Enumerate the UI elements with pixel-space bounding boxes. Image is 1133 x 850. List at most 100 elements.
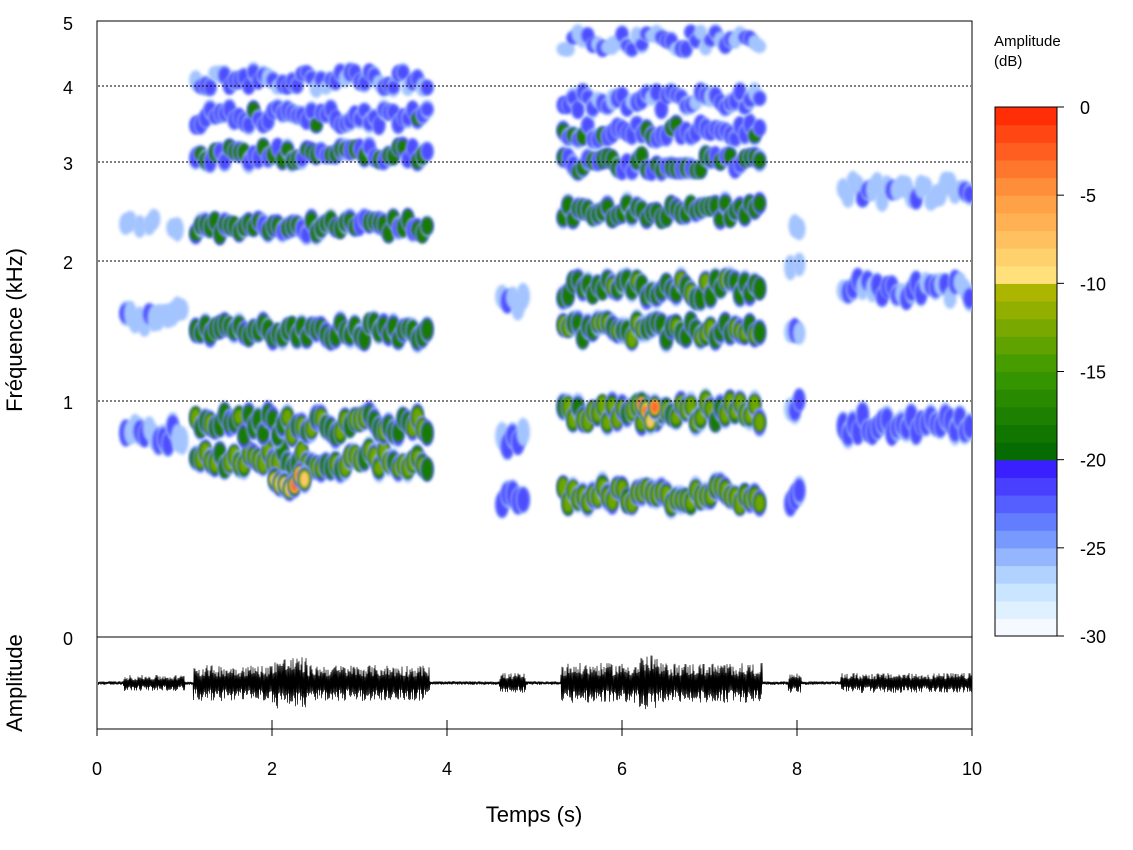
colorbar-tick-label: 0 [1080, 98, 1090, 118]
frequency-gridlines [98, 85, 971, 402]
colorbar-title: Amplitude [994, 33, 1061, 50]
spectrogram-cell [282, 409, 293, 425]
spectrogram-cell [963, 415, 972, 439]
spectrogram-cell [733, 83, 747, 101]
spectrogram-cell [963, 288, 972, 309]
colorbar-band [995, 300, 1057, 320]
spectrogram-cell [694, 287, 707, 309]
colorbar-band [995, 565, 1057, 584]
oscillogram-y-title: Amplitude [2, 634, 27, 732]
colorbar-tick-label: -5 [1080, 186, 1096, 206]
colorbar-band [995, 406, 1057, 425]
colorbar-ticks: 0 -5 -10 -15 -20 -25 -30 [1057, 98, 1106, 647]
spectrogram-cell [516, 487, 530, 512]
colorbar-band [995, 477, 1057, 496]
time-tick-label: 6 [617, 759, 627, 779]
colorbar-tick-label: -30 [1080, 627, 1106, 647]
spectrogram-cell [238, 426, 250, 445]
spectrogram-cell [421, 319, 433, 340]
colorbar-tick-label: -10 [1080, 274, 1106, 294]
spectrogram-cell [290, 77, 303, 94]
colorbar-band [995, 618, 1057, 637]
time-tick-label: 10 [962, 759, 982, 779]
spectrogram-cell [753, 322, 766, 343]
spectrogram-cell [175, 426, 189, 455]
time-tick-label: 0 [92, 759, 102, 779]
colorbar-band [995, 265, 1057, 284]
colorbar-band [995, 424, 1057, 443]
spectrogram-cell [516, 417, 530, 447]
spectrogram-cell [792, 218, 806, 241]
spectrogram-cell [421, 458, 433, 481]
colorbar-unit: (dB) [994, 53, 1022, 70]
spectrogram-cell [655, 99, 668, 119]
colorbar-band [995, 107, 1057, 126]
colorbar-band [995, 248, 1057, 267]
colorbar-tick-label: -25 [1080, 539, 1106, 559]
colorbar-band [995, 177, 1057, 196]
colorbar-band [995, 353, 1057, 373]
frequency-tick-label: 5 [63, 14, 73, 34]
spectrogram-cell [305, 103, 318, 120]
spectrogram-cell [397, 140, 409, 154]
spectrogram-cell [372, 115, 385, 135]
spectrogram-cell [693, 24, 708, 41]
spectrogram-cell [753, 119, 766, 137]
colorbar-band [995, 336, 1057, 355]
colorbar-band [995, 442, 1057, 461]
spectrogram-cell [754, 494, 765, 512]
colorbar-band [995, 530, 1057, 549]
colorbar-band [995, 318, 1057, 337]
spectrogram-cell [175, 298, 189, 321]
spectrogram-cell [792, 252, 806, 277]
spectrogram-cell [870, 172, 884, 195]
frequency-tick-label: 2 [63, 253, 73, 273]
spectrogram-cell [299, 471, 310, 488]
colorbar-band [995, 512, 1057, 531]
colorbar-band [995, 159, 1057, 179]
spectrogram-cell [170, 217, 184, 242]
spectrogram-cell [754, 413, 765, 432]
spectrogram-cell [753, 195, 766, 212]
spectrogram-cell [218, 153, 231, 170]
time-tick-label: 2 [267, 759, 277, 779]
spectrogram-cell [204, 79, 217, 96]
frequency-tick-label: 3 [63, 154, 73, 174]
spectrogram-cell [571, 100, 585, 119]
spectrogram-cell [963, 185, 972, 203]
colorbar-band [995, 283, 1057, 302]
spectrogram-cell [714, 212, 726, 227]
spectrogram-cell [602, 415, 613, 430]
colorbar-band [995, 195, 1057, 214]
spectrogram-cell [147, 208, 161, 230]
colorbar-band [995, 600, 1057, 619]
colorbar-band [995, 212, 1057, 232]
colorbar-band [995, 494, 1057, 514]
colorbar-band [995, 371, 1057, 390]
spectrogram-cell [793, 388, 805, 412]
spectrogram-cell [753, 91, 766, 106]
colorbar-band [995, 124, 1057, 143]
oscillogram-waveform [98, 655, 972, 710]
spectrogram-cell [919, 176, 933, 196]
spectrogram-cell [421, 422, 433, 444]
spectrogram-cell [373, 460, 384, 475]
spectrogram-cell [753, 153, 766, 169]
spectrogram-cell [793, 478, 805, 503]
spectrogram-cell [753, 278, 766, 300]
spectrogram-cell [679, 41, 693, 57]
spectrogram-cell [387, 80, 400, 94]
spectrogram-cell [562, 196, 574, 215]
frequency-tick-label: 4 [63, 78, 73, 98]
spectrogram-cell [625, 42, 639, 57]
colorbar-band [995, 547, 1057, 567]
spectrogram-cell [257, 425, 269, 443]
colorbar-band [995, 230, 1057, 249]
colorbar-band [995, 389, 1057, 408]
spectrogram-cell [719, 195, 731, 211]
spectrogram-cell [752, 39, 767, 54]
time-tick-label: 4 [442, 759, 452, 779]
spectrogram-cell [310, 118, 322, 132]
colorbar-band [995, 459, 1057, 478]
